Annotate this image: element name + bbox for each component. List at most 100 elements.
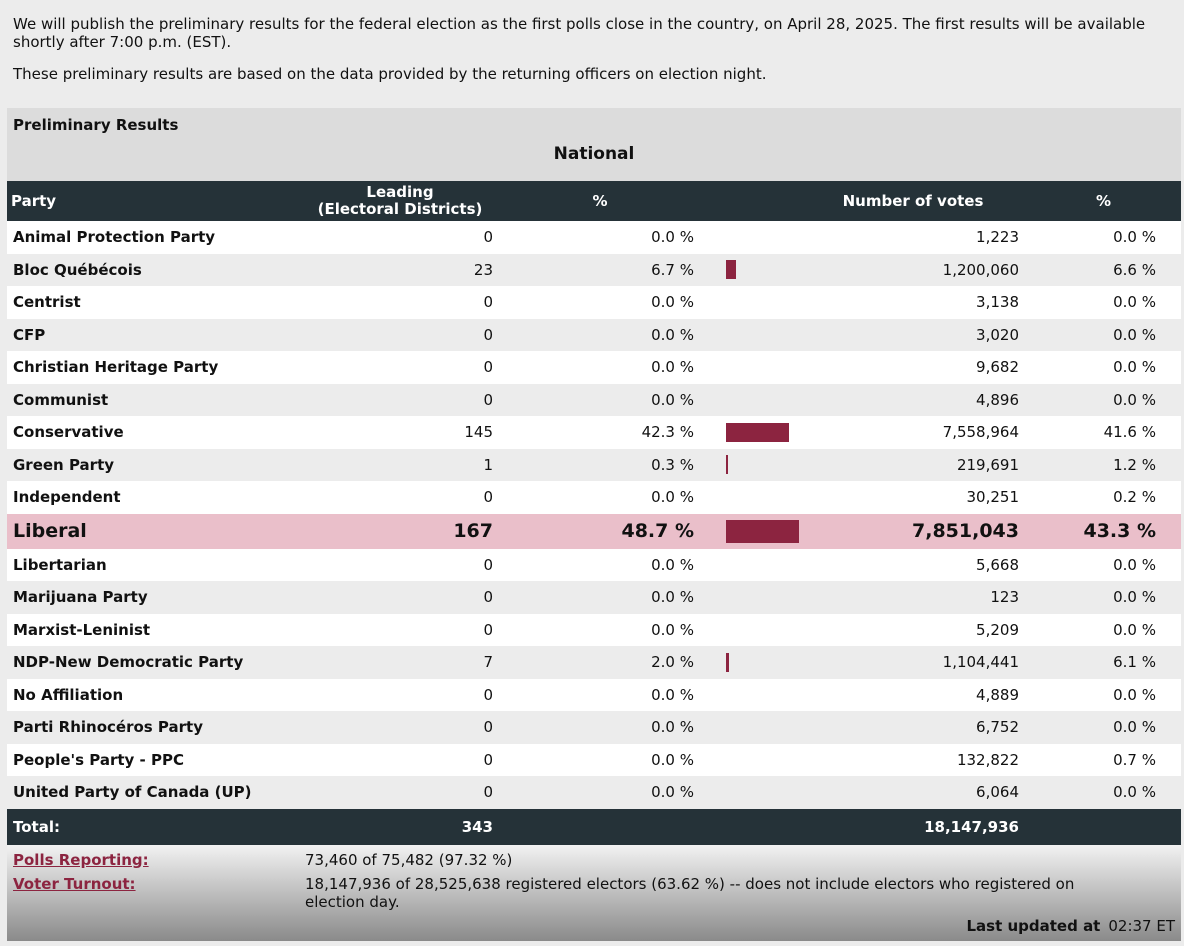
vote-percent: 6.1 %	[1026, 646, 1181, 679]
party-row: People's Party - PPC 0 0.0 % 132,822 0.7 %	[7, 743, 1181, 776]
leading-count: 0	[300, 286, 500, 319]
party-name: Marxist-Leninist	[7, 613, 300, 646]
bar-cell	[700, 678, 800, 711]
total-leading: 343	[300, 808, 500, 845]
leading-percent: 0.0 %	[500, 743, 700, 776]
leading-count: 145	[300, 416, 500, 449]
results-header: Preliminary Results National	[7, 108, 1181, 181]
seat-bar	[726, 455, 728, 475]
results-title: Preliminary Results	[13, 116, 179, 134]
leading-percent: 2.0 %	[500, 646, 700, 679]
leading-count: 0	[300, 711, 500, 744]
vote-percent: 0.0 %	[1026, 581, 1181, 614]
polls-link[interactable]: Polls Reporting:	[13, 850, 149, 869]
turnout-value: 18,147,936 of 28,525,638 registered elec…	[305, 874, 1075, 911]
leading-percent: 0.0 %	[500, 678, 700, 711]
party-row: Green Party 1 0.3 % 219,691 1.2 %	[7, 448, 1181, 481]
party-row: Bloc Québécois 23 6.7 % 1,200,060 6.6 %	[7, 253, 1181, 286]
polls-value: 73,460 of 75,482 (97.32 %)	[305, 850, 513, 869]
leading-count: 0	[300, 581, 500, 614]
vote-percent: 0.0 %	[1026, 383, 1181, 416]
turnout-row: Voter Turnout:	[13, 875, 136, 893]
vote-percent: 0.0 %	[1026, 711, 1181, 744]
polls-row: Polls Reporting:	[13, 851, 149, 869]
party-row: Marijuana Party 0 0.0 % 123 0.0 %	[7, 581, 1181, 614]
last-updated: Last updated at 02:37 ET	[966, 917, 1175, 935]
vote-count: 1,223	[800, 221, 1026, 254]
vote-count: 6,752	[800, 711, 1026, 744]
leading-count: 23	[300, 253, 500, 286]
party-row: NDP-New Democratic Party 7 2.0 % 1,104,441 6…	[7, 646, 1181, 679]
leading-count: 0	[300, 383, 500, 416]
column-header: %	[500, 181, 700, 221]
footer: Polls Reporting: 73,460 of 75,482 (97.32…	[7, 844, 1181, 941]
leading-percent: 0.0 %	[500, 351, 700, 384]
intro-text: These preliminary results are based on t…	[13, 65, 767, 83]
party-row: Centrist 0 0.0 % 3,138 0.0 %	[7, 286, 1181, 319]
updated-value: 02:37 ET	[1108, 916, 1175, 935]
results-table: Party Leading (Electoral Districts)% Numbe…	[7, 181, 1181, 845]
turnout-link[interactable]: Voter Turnout:	[13, 874, 136, 893]
column-header: %	[1026, 181, 1181, 221]
party-name: Communist	[7, 383, 300, 416]
leading-percent: 0.0 %	[500, 776, 700, 809]
intro: We will publish the preliminary results …	[0, 0, 1184, 83]
vote-percent: 41.6 %	[1026, 416, 1181, 449]
vote-count: 7,558,964	[800, 416, 1026, 449]
party-row: CFP 0 0.0 % 3,020 0.0 %	[7, 318, 1181, 351]
results-subtitle: National	[553, 144, 635, 164]
leading-count: 0	[300, 318, 500, 351]
party-name: United Party of Canada (UP)	[7, 776, 300, 809]
leading-percent: 0.0 %	[500, 548, 700, 581]
party-name: Christian Heritage Party	[7, 351, 300, 384]
vote-count: 4,896	[800, 383, 1026, 416]
party-row: Libertarian 0 0.0 % 5,668 0.0 %	[7, 548, 1181, 581]
seat-bar	[726, 519, 800, 543]
bar-cell	[700, 581, 800, 614]
leading-percent: 0.0 %	[500, 318, 700, 351]
vote-percent: 0.7 %	[1026, 743, 1181, 776]
header-row: Party Leading (Electoral Districts)% Numbe…	[7, 181, 1181, 221]
party-row: United Party of Canada (UP) 0 0.0 % 6,064 0.…	[7, 776, 1181, 809]
party-row: Marxist-Leninist 0 0.0 % 5,209 0.0 %	[7, 613, 1181, 646]
total-label: Total:	[7, 808, 300, 845]
bar-cell	[700, 221, 800, 254]
party-name: Centrist	[7, 286, 300, 319]
party-name: People's Party - PPC	[7, 743, 300, 776]
leading-count: 0	[300, 776, 500, 809]
leading-count: 7	[300, 646, 500, 679]
vote-count: 4,889	[800, 678, 1026, 711]
vote-percent: 0.0 %	[1026, 351, 1181, 384]
party-name: Independent	[7, 481, 300, 514]
party-name: Parti Rhinocéros Party	[7, 711, 300, 744]
party-row: Communist 0 0.0 % 4,896 0.0 %	[7, 383, 1181, 416]
vote-percent: 0.0 %	[1026, 613, 1181, 646]
bar-cell	[700, 513, 800, 549]
results-panel: Preliminary Results National Party Leadin…	[7, 108, 1181, 941]
seat-bar	[726, 422, 790, 442]
vote-percent: 0.2 %	[1026, 481, 1181, 514]
party-name: Conservative	[7, 416, 300, 449]
leading-count: 0	[300, 548, 500, 581]
bar-cell	[700, 351, 800, 384]
bar-cell	[700, 416, 800, 449]
seat-bar	[726, 652, 729, 672]
leading-percent: 6.7 %	[500, 253, 700, 286]
leading-count: 0	[300, 613, 500, 646]
party-row: Independent 0 0.0 % 30,251 0.2 %	[7, 481, 1181, 514]
leading-percent: 0.0 %	[500, 286, 700, 319]
party-name: Marijuana Party	[7, 581, 300, 614]
total-votes: 18,147,936	[800, 808, 1026, 845]
vote-count: 9,682	[800, 351, 1026, 384]
bar-cell	[700, 383, 800, 416]
leading-percent: 0.0 %	[500, 711, 700, 744]
vote-count: 3,020	[800, 318, 1026, 351]
table-body: Animal Protection Party 0 0.0 % 1,223 0.0 % B…	[7, 221, 1181, 845]
vote-count: 132,822	[800, 743, 1026, 776]
leading-count: 0	[300, 743, 500, 776]
vote-count: 7,851,043	[800, 513, 1026, 549]
leading-count: 0	[300, 221, 500, 254]
leading-percent: 0.0 %	[500, 581, 700, 614]
vote-percent: 0.0 %	[1026, 548, 1181, 581]
party-row: Christian Heritage Party 0 0.0 % 9,682 0.0 %	[7, 351, 1181, 384]
